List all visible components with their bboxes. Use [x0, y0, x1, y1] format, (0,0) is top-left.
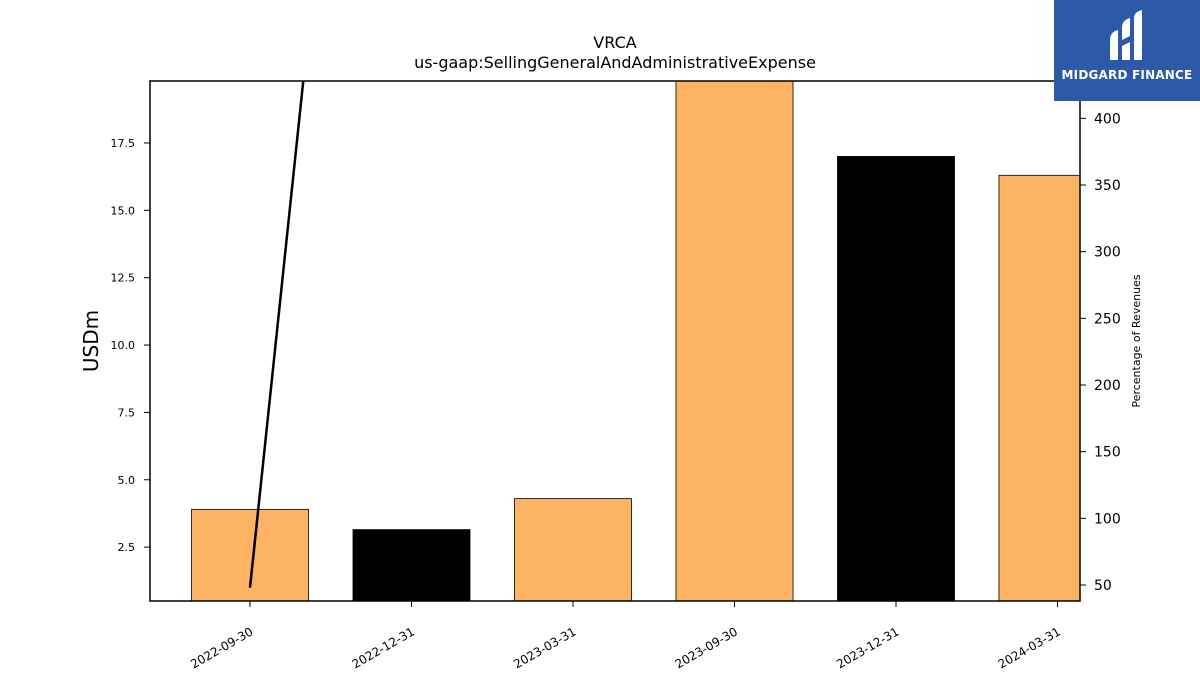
y-axis-right: 50 100 150 200 250 300 350 400 [1080, 111, 1121, 594]
logo-text: MIDGARD FINANCE [1061, 68, 1193, 82]
y2-tick-label: 50 [1094, 578, 1112, 594]
chart-title: VRCA [593, 33, 636, 52]
y-axis-left: 2.5 5.0 7.5 10.0 12.5 15.0 17.5 [111, 137, 150, 554]
bar-2023-03-31 [514, 498, 632, 601]
x-tick-label: 2024-03-31 [996, 624, 1063, 671]
y-tick-label: 15.0 [111, 204, 136, 217]
bar-2022-12-31 [352, 529, 471, 601]
y-tick-label: 7.5 [118, 406, 136, 419]
y-tick-label: 12.5 [111, 272, 136, 285]
x-tick-label: 2023-09-30 [673, 624, 740, 671]
y2-tick-label: 100 [1094, 511, 1121, 527]
bar-2023-09-30 [675, 81, 794, 601]
bars [191, 81, 1080, 601]
bar-2023-12-31 [837, 156, 955, 601]
x-tick-label: 2022-12-31 [350, 624, 417, 671]
y-tick-label: 17.5 [111, 137, 136, 150]
y-tick-label: 5.0 [118, 474, 136, 487]
midgard-finance-logo: MIDGARD FINANCE [1054, 0, 1200, 101]
midgard-logo-icon [1110, 10, 1142, 60]
bar-2024-03-31 [998, 174, 1080, 601]
x-tick-label: 2023-12-31 [834, 624, 901, 671]
y2-tick-label: 300 [1094, 245, 1121, 261]
x-axis: 2022-09-30 2022-12-31 2023-03-31 2023-09-30… [188, 601, 1063, 671]
y2-tick-label: 150 [1094, 445, 1121, 461]
revenue-percentage-line [248, 81, 305, 588]
y-tick-label: 10.0 [111, 339, 136, 352]
y-axis-label: USDm [79, 310, 103, 372]
y2-tick-label: 350 [1094, 178, 1121, 194]
chart-subtitle: us-gaap:SellingGeneralAndAdministrativeE… [414, 53, 816, 72]
y2-axis-label: Percentage of Revenues [1130, 274, 1143, 407]
x-tick-label: 2023-03-31 [511, 624, 578, 671]
x-tick-label: 2022-09-30 [188, 624, 255, 671]
y2-tick-label: 250 [1094, 311, 1121, 327]
y2-tick-label: 200 [1094, 378, 1121, 394]
y-tick-label: 2.5 [118, 541, 136, 554]
y2-tick-label: 400 [1094, 111, 1121, 127]
plot-frame [149, 80, 1081, 602]
line-segment [248, 81, 305, 588]
